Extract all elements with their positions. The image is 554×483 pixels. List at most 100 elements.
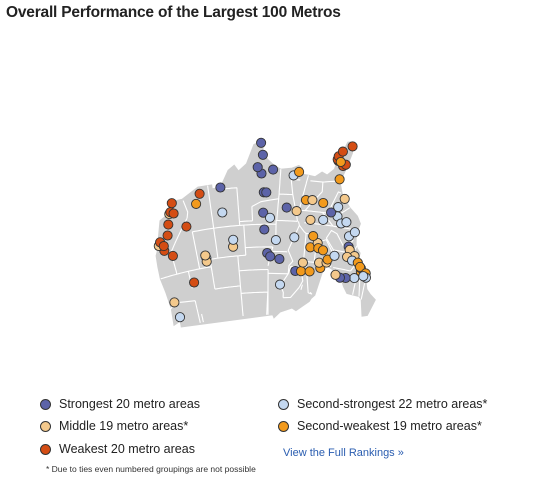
state-border-27 xyxy=(268,272,289,275)
state-border-33 xyxy=(279,193,293,196)
state-border-61 xyxy=(333,266,351,272)
metro-marker-weakest xyxy=(181,221,192,232)
state-border-15 xyxy=(243,225,247,256)
state-border-3 xyxy=(160,266,212,280)
view-full-rankings-link[interactable]: View the Full Rankings » xyxy=(283,447,404,459)
metro-marker-second-strongest xyxy=(341,217,352,228)
state-border-74 xyxy=(283,287,300,299)
metro-marker-second-strongest xyxy=(274,279,286,290)
metro-marker-weakest xyxy=(189,277,200,288)
legend-item-second-strongest: Second-strongest 22 metro areas* xyxy=(278,397,487,411)
state-border-48 xyxy=(266,292,269,315)
state-border-46 xyxy=(327,191,342,214)
legend-label-weakest: Weakest 20 metro areas xyxy=(59,442,195,456)
state-border-36 xyxy=(298,175,310,211)
metro-marker-weakest xyxy=(168,208,179,219)
legend-swatch-weakest xyxy=(40,443,51,455)
metro-marker-second-weakest xyxy=(334,174,345,185)
state-border-16 xyxy=(239,268,269,272)
metro-marker-second-weakest xyxy=(295,266,307,277)
state-border-26 xyxy=(243,223,277,226)
metro-marker-weakest xyxy=(158,241,169,252)
state-border-23 xyxy=(251,198,280,207)
metro-marker-weakest xyxy=(167,250,178,261)
metro-marker-strongest xyxy=(215,182,226,193)
metro-marker-second-weakest xyxy=(317,245,329,256)
metro-marker-second-strongest xyxy=(329,250,340,261)
state-border-8 xyxy=(214,285,241,290)
legend-label-middle: Middle 19 metro areas* xyxy=(59,419,189,433)
state-border-53 xyxy=(297,221,305,233)
metro-marker-second-strongest xyxy=(289,232,300,243)
metro-marker-second-weakest xyxy=(318,197,329,209)
legend-item-strongest: Strongest 20 metro areas xyxy=(40,397,200,411)
page-title: Overall Performance of the Largest 100 M… xyxy=(6,4,341,21)
state-border-10 xyxy=(192,224,244,233)
metro-marker-weakest xyxy=(162,230,173,241)
metro-marker-weakest xyxy=(163,219,174,230)
metro-marker-strongest xyxy=(259,224,270,235)
metro-marker-second-weakest xyxy=(304,266,315,277)
legend-label-strongest: Strongest 20 metro areas xyxy=(59,397,201,411)
metro-marker-weakest xyxy=(337,146,348,157)
legend-label-second-weakest: Second-weakest 19 metro areas* xyxy=(297,419,482,433)
state-border-71 xyxy=(305,262,309,293)
state-border-72 xyxy=(308,291,313,295)
legend-item-second-weakest: Second-weakest 19 metro areas* xyxy=(278,419,482,433)
state-border-69 xyxy=(358,278,361,297)
state-border-9 xyxy=(191,231,201,270)
state-border-19 xyxy=(236,187,241,226)
state-border-17 xyxy=(241,291,268,294)
metro-marker-middle xyxy=(339,193,350,204)
metro-marker-weakest xyxy=(194,188,205,199)
metro-marker-middle xyxy=(297,257,308,268)
legend-swatch-second-weakest xyxy=(278,420,289,432)
metro-marker-strongest xyxy=(326,207,337,218)
metro-marker-strongest xyxy=(281,202,292,213)
metro-marker-second-weakest xyxy=(354,261,366,272)
state-border-41 xyxy=(290,179,297,210)
state-border-7 xyxy=(201,313,204,323)
metro-marker-middle xyxy=(330,269,341,280)
metro-marker-middle xyxy=(305,214,316,225)
metro-marker-middle xyxy=(291,206,302,217)
state-border-24 xyxy=(245,246,273,249)
state-border-51 xyxy=(287,225,300,274)
metro-marker-strongest xyxy=(274,253,285,265)
legend-label-second-strongest: Second-strongest 22 metro areas* xyxy=(297,397,488,411)
state-border-12 xyxy=(209,254,246,260)
state-border-59 xyxy=(325,229,346,251)
metro-marker-second-strongest xyxy=(349,227,360,238)
legend-item-weakest: Weakest 20 metro areas xyxy=(40,442,195,456)
metro-marker-middle xyxy=(200,250,211,261)
legend-swatch-second-strongest xyxy=(278,398,289,410)
metro-marker-second-weakest xyxy=(294,166,305,177)
metro-marker-strongest xyxy=(265,251,276,262)
metro-marker-second-strongest xyxy=(264,212,276,223)
legend-swatch-middle xyxy=(40,420,51,432)
state-border-34 xyxy=(278,169,282,195)
metro-marker-weakest xyxy=(347,141,358,152)
metro-marker-second-weakest xyxy=(335,156,346,168)
state-border-21 xyxy=(239,220,253,223)
metro-marker-strongest xyxy=(261,187,272,198)
state-border-70 xyxy=(360,283,366,300)
state-border-0 xyxy=(194,300,201,323)
state-border-22 xyxy=(251,206,254,221)
legend-item-middle: Middle 19 metro areas* xyxy=(40,419,188,433)
metro-marker-second-strongest xyxy=(270,235,281,246)
metro-marker-second-strongest xyxy=(318,214,329,225)
metro-marker-second-weakest xyxy=(308,231,319,242)
metro-markers xyxy=(153,137,371,323)
metro-marker-second-strongest xyxy=(358,271,369,282)
legend-swatch-strongest xyxy=(40,398,51,410)
metro-marker-strongest xyxy=(256,137,267,148)
state-border-6 xyxy=(182,200,189,219)
metro-marker-second-weakest xyxy=(191,198,202,209)
metro-marker-second-strongest xyxy=(217,207,228,218)
metro-marker-strongest xyxy=(257,149,268,160)
metro-marker-middle xyxy=(307,195,318,206)
metro-marker-strongest xyxy=(258,207,269,218)
state-border-32 xyxy=(276,194,280,221)
state-border-14 xyxy=(237,255,244,317)
